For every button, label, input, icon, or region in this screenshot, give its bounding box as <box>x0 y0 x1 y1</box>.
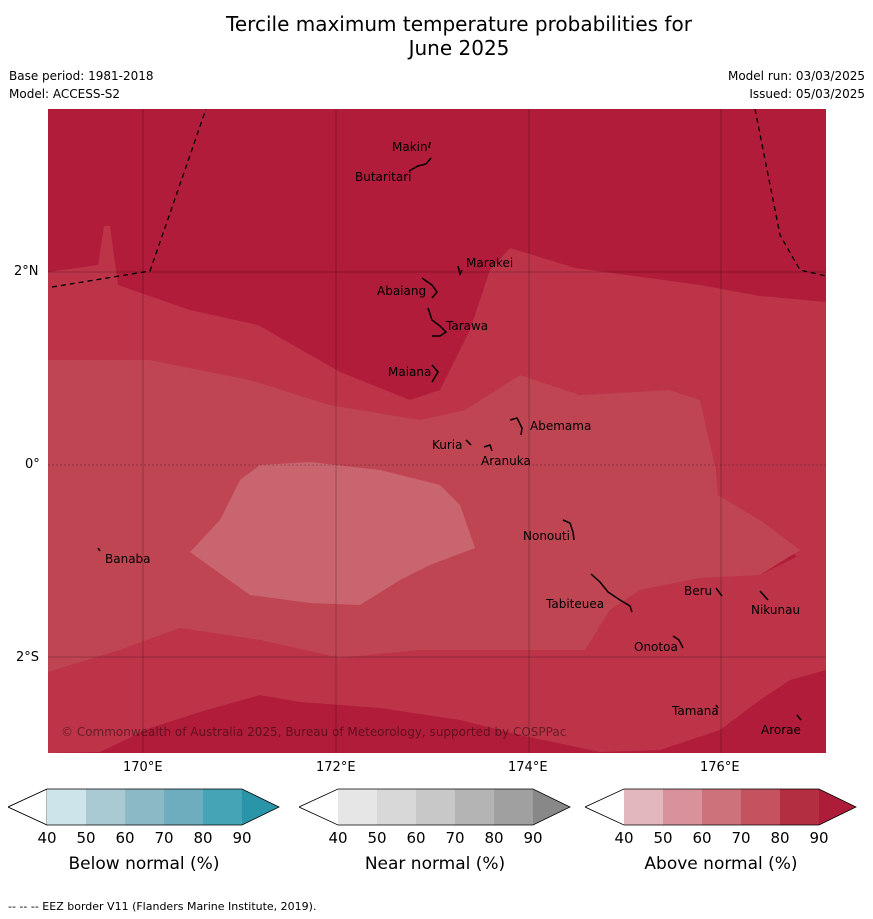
cb-near-tick-70: 70 <box>445 829 465 847</box>
cb-below-seg-1 <box>47 789 86 825</box>
place-abaiang: Abaiang <box>377 284 426 298</box>
cb-above-seg-4 <box>741 789 780 825</box>
cb-near-tick-50: 50 <box>367 829 387 847</box>
cb-above-seg-2 <box>663 789 702 825</box>
lat-label-2n: 2°N <box>14 264 39 279</box>
place-nonouti: Nonouti <box>523 529 570 543</box>
cb-below-tick-50: 50 <box>76 829 96 847</box>
grid-lines <box>48 109 826 753</box>
map-title: Tercile maximum temperature probabilitie… <box>0 12 873 60</box>
lat-label-0: 0° <box>25 457 40 472</box>
place-tamana: Tamana <box>671 704 719 718</box>
cb-near-tick-90: 90 <box>523 829 543 847</box>
lon-label-174e: 174°E <box>508 760 548 775</box>
cb-below-seg-0 <box>8 788 48 826</box>
place-onotoa: Onotoa <box>634 640 678 654</box>
meta-right: Model run: 03/03/2025 Issued: 05/03/2025 <box>728 67 865 103</box>
cb-above-seg-0 <box>585 789 624 825</box>
place-maiana: Maiana <box>388 365 431 379</box>
lon-label-172e: 172°E <box>316 760 356 775</box>
cb-above-tick-50: 50 <box>653 829 673 847</box>
cb-above-seg-3 <box>702 789 741 825</box>
cb-below-tick-70: 70 <box>154 829 174 847</box>
cb-near-seg-1 <box>338 789 377 825</box>
cb-above-title: Above normal (%) <box>644 854 798 874</box>
band-70-80 <box>48 226 826 753</box>
band-50-60 <box>190 462 475 605</box>
place-tarawa: Tarawa <box>445 319 488 333</box>
issued-date: Issued: 05/03/2025 <box>749 87 865 101</box>
eez-footnote: -- -- -- EEZ border V11 (Flanders Marine… <box>8 900 317 913</box>
place-kuria: Kuria <box>432 438 463 452</box>
cb-below-seg-6 <box>242 789 279 825</box>
colorbar-near-normal <box>299 788 571 826</box>
copyright-note: © Commonwealth of Australia 2025, Bureau… <box>61 725 566 739</box>
cb-near-tick-40: 40 <box>328 829 348 847</box>
cb-above-tick-60: 60 <box>692 829 712 847</box>
cb-above-tick-70: 70 <box>731 829 751 847</box>
cb-below-seg-2 <box>86 789 125 825</box>
lon-label-176e: 176°E <box>700 760 740 775</box>
cb-below-tick-60: 60 <box>115 829 135 847</box>
colorbar-above-normal <box>585 788 857 826</box>
place-makin: Makin <box>392 140 428 154</box>
cb-near-seg-0 <box>299 789 338 825</box>
place-arorae: Arorae <box>761 723 801 737</box>
cb-above-tick-40: 40 <box>614 829 634 847</box>
cb-below-tick-40: 40 <box>37 829 57 847</box>
cb-near-seg-5 <box>494 789 533 825</box>
title-line-2: June 2025 <box>408 36 510 60</box>
place-aranuka: Aranuka <box>481 454 531 468</box>
cb-near-tick-80: 80 <box>484 829 504 847</box>
place-abemama: Abemama <box>530 419 591 433</box>
cb-below-tick-90: 90 <box>232 829 252 847</box>
cb-above-seg-5 <box>780 789 819 825</box>
place-butaritari: Butaritari <box>355 170 412 184</box>
cb-above-tick-80: 80 <box>770 829 790 847</box>
cb-below-seg-5 <box>203 789 242 825</box>
cb-near-seg-3 <box>416 789 455 825</box>
title-line-1: Tercile maximum temperature probabilitie… <box>226 12 692 36</box>
cb-below-title: Below normal (%) <box>68 854 220 874</box>
place-beru: Beru <box>684 584 712 598</box>
cb-near-tick-60: 60 <box>406 829 426 847</box>
cb-above-seg-1 <box>624 789 663 825</box>
colorbar-below-normal <box>8 788 280 826</box>
islands <box>97 141 802 721</box>
cb-near-title: Near normal (%) <box>364 854 506 874</box>
cb-above-seg-6 <box>819 789 856 825</box>
model-run: Model run: 03/03/2025 <box>727 69 865 83</box>
meta-left: Base period: 1981-2018 Model: ACCESS-S2 <box>9 67 154 103</box>
lat-label-2s: 2°S <box>16 650 40 665</box>
place-tabiteuea: Tabiteuea <box>545 597 604 611</box>
cb-near-seg-4 <box>455 789 494 825</box>
lon-label-170e: 170°E <box>123 760 163 775</box>
cb-above-tick-90: 90 <box>809 829 829 847</box>
place-marakei: Marakei <box>466 256 513 270</box>
cb-below-seg-4 <box>164 789 203 825</box>
place-nikunau: Nikunau <box>751 603 800 617</box>
eez-border <box>51 109 826 288</box>
cb-below-seg-3 <box>125 789 164 825</box>
cb-near-seg-2 <box>377 789 416 825</box>
cb-below-tick-80: 80 <box>193 829 213 847</box>
base-period: Base period: 1981-2018 <box>9 69 154 83</box>
model-name: Model: ACCESS-S2 <box>9 87 121 101</box>
place-banaba: Banaba <box>105 552 151 566</box>
cb-near-seg-6 <box>533 789 570 825</box>
